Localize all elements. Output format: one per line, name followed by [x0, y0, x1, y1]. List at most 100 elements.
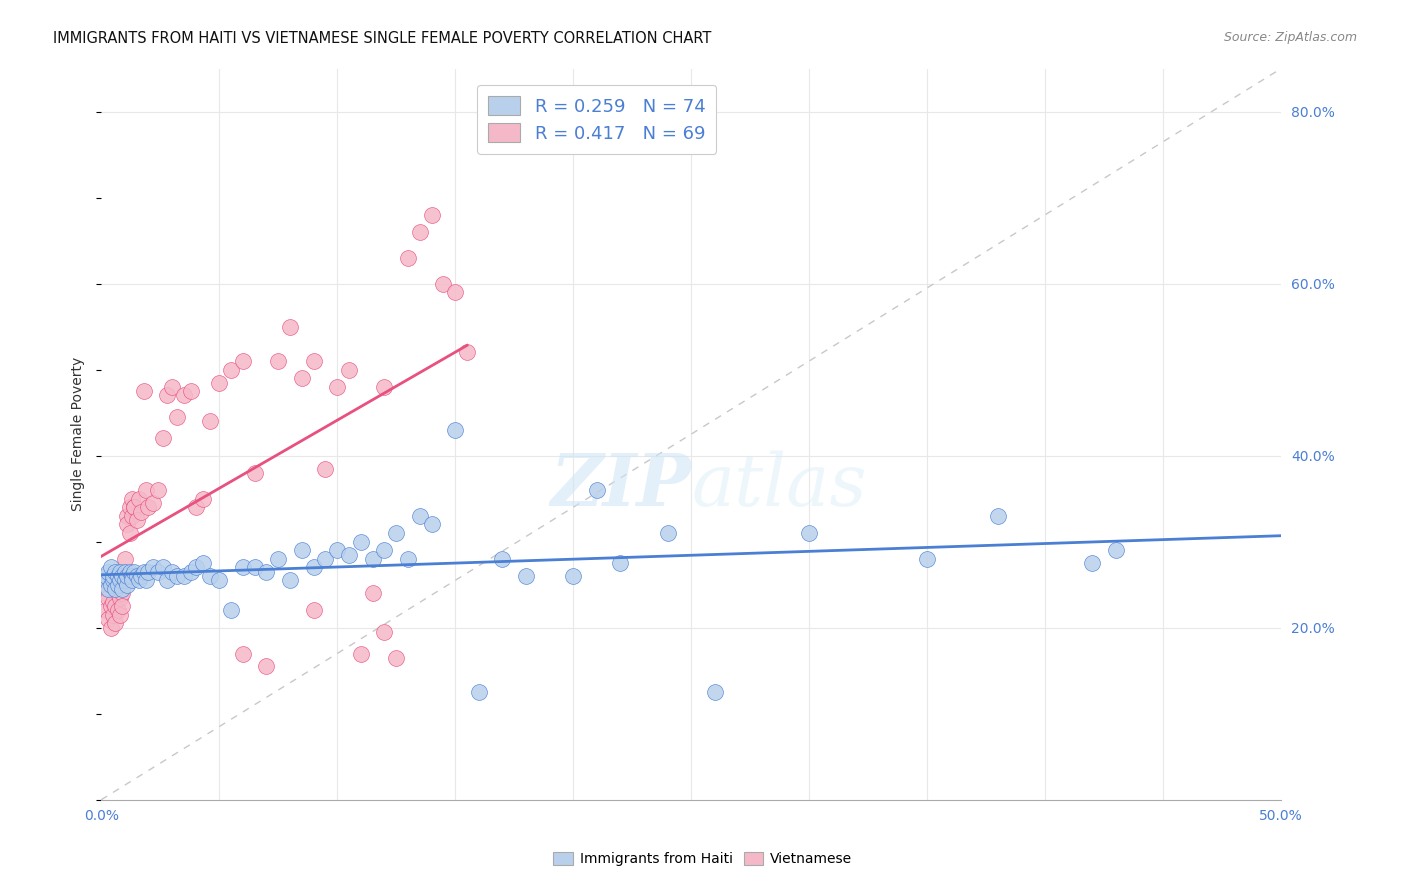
Point	[302, 354, 325, 368]
Point	[93, 577, 115, 591]
Point	[703, 685, 725, 699]
Point	[125, 569, 148, 583]
Point	[100, 577, 122, 591]
Point	[142, 496, 165, 510]
Point	[128, 574, 150, 588]
Point	[156, 388, 179, 402]
Point	[173, 569, 195, 583]
Point	[107, 586, 129, 600]
Point	[314, 552, 336, 566]
Point	[146, 483, 169, 497]
Point	[373, 380, 395, 394]
Point	[108, 591, 131, 605]
Point	[1081, 556, 1104, 570]
Point	[267, 552, 290, 566]
Text: ZIP: ZIP	[550, 450, 692, 521]
Point	[609, 556, 631, 570]
Point	[385, 650, 408, 665]
Point	[104, 616, 127, 631]
Point	[104, 565, 127, 579]
Point	[657, 526, 679, 541]
Point	[232, 647, 254, 661]
Point	[118, 526, 141, 541]
Point	[198, 569, 221, 583]
Point	[232, 354, 254, 368]
Point	[432, 277, 454, 291]
Point	[94, 569, 117, 583]
Point	[121, 491, 143, 506]
Point	[156, 574, 179, 588]
Point	[515, 569, 537, 583]
Point	[94, 586, 117, 600]
Point	[114, 565, 136, 579]
Point	[118, 500, 141, 515]
Text: atlas: atlas	[692, 450, 866, 521]
Text: Source: ZipAtlas.com: Source: ZipAtlas.com	[1223, 31, 1357, 45]
Point	[184, 560, 207, 574]
Point	[121, 508, 143, 523]
Point	[97, 582, 120, 596]
Point	[254, 659, 277, 673]
Point	[121, 569, 143, 583]
Point	[97, 591, 120, 605]
Point	[128, 491, 150, 506]
Point	[131, 569, 153, 583]
Point	[243, 560, 266, 574]
Point	[97, 612, 120, 626]
Point	[291, 371, 314, 385]
Point	[361, 586, 384, 600]
Point	[160, 565, 183, 579]
Point	[93, 574, 115, 588]
Point	[101, 607, 124, 622]
Point	[115, 569, 138, 583]
Point	[122, 500, 145, 515]
Point	[191, 556, 214, 570]
Point	[267, 354, 290, 368]
Point	[114, 565, 136, 579]
Point	[108, 607, 131, 622]
Point	[291, 543, 314, 558]
Point	[337, 548, 360, 562]
Point	[219, 362, 242, 376]
Point	[132, 384, 155, 398]
Point	[456, 345, 478, 359]
Point	[396, 251, 419, 265]
Point	[101, 595, 124, 609]
Point	[585, 483, 607, 497]
Point	[373, 543, 395, 558]
Point	[184, 500, 207, 515]
Point	[111, 599, 134, 614]
Point	[385, 526, 408, 541]
Point	[100, 621, 122, 635]
Point	[302, 560, 325, 574]
Point	[302, 603, 325, 617]
Point	[115, 508, 138, 523]
Point	[799, 526, 821, 541]
Point	[94, 603, 117, 617]
Point	[987, 508, 1010, 523]
Point	[111, 569, 134, 583]
Point	[208, 376, 231, 390]
Point	[278, 574, 301, 588]
Point	[232, 560, 254, 574]
Point	[166, 569, 188, 583]
Point	[562, 569, 585, 583]
Point	[166, 409, 188, 424]
Text: IMMIGRANTS FROM HAITI VS VIETNAMESE SINGLE FEMALE POVERTY CORRELATION CHART: IMMIGRANTS FROM HAITI VS VIETNAMESE SING…	[53, 31, 711, 46]
Point	[409, 508, 432, 523]
Point	[111, 586, 134, 600]
Point	[97, 565, 120, 579]
Point	[243, 466, 266, 480]
Point	[135, 483, 157, 497]
Y-axis label: Single Female Poverty: Single Female Poverty	[72, 357, 86, 511]
Point	[104, 599, 127, 614]
Point	[132, 565, 155, 579]
Point	[114, 574, 136, 588]
Point	[444, 423, 467, 437]
Point	[361, 552, 384, 566]
Point	[111, 582, 134, 596]
Point	[420, 208, 443, 222]
Point	[337, 362, 360, 376]
Point	[180, 384, 202, 398]
Point	[104, 582, 127, 596]
